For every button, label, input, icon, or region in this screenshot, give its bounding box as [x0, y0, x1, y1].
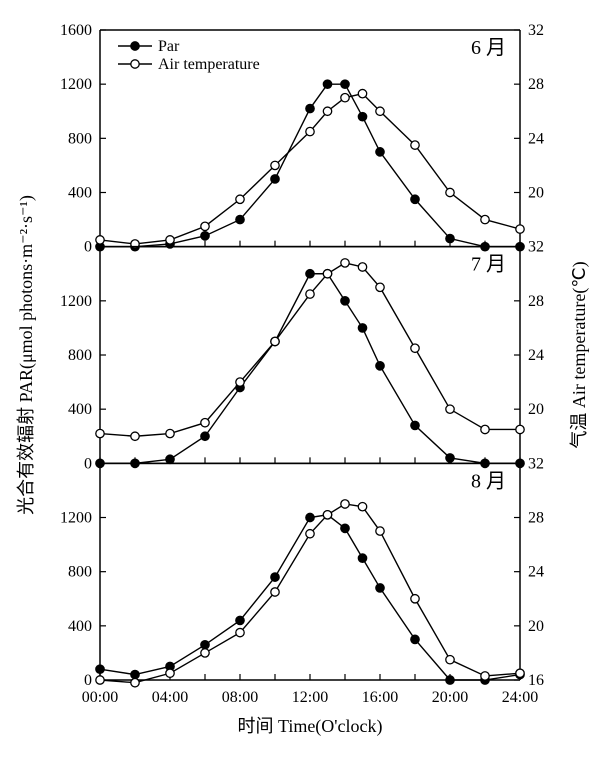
svg-text:Air temperature: Air temperature	[158, 56, 260, 73]
svg-text:400: 400	[68, 401, 92, 418]
svg-text:7 月: 7 月	[471, 254, 506, 276]
svg-text:32: 32	[528, 22, 544, 39]
svg-text:20:00: 20:00	[432, 689, 468, 706]
svg-text:16: 16	[528, 672, 544, 689]
svg-text:32: 32	[528, 239, 544, 256]
svg-text:24: 24	[528, 130, 544, 147]
svg-text:1200: 1200	[60, 510, 92, 527]
svg-text:32: 32	[528, 455, 544, 472]
svg-text:时间 Time(O'clock): 时间 Time(O'clock)	[237, 716, 382, 737]
svg-text:1200: 1200	[60, 293, 92, 310]
svg-text:04:00: 04:00	[152, 689, 188, 706]
svg-text:24: 24	[528, 564, 544, 581]
svg-text:16:00: 16:00	[362, 689, 398, 706]
svg-text:00:00: 00:00	[82, 689, 118, 706]
svg-text:1600: 1600	[60, 22, 92, 39]
chart-svg: 0 400 800 1200 1600 20 24 28 32 6 月 0 400 800 1200 20 2…	[0, 0, 607, 778]
svg-text:08:00: 08:00	[222, 689, 258, 706]
svg-text:400: 400	[68, 618, 92, 635]
svg-text:Par: Par	[158, 38, 180, 55]
svg-text:6 月: 6 月	[471, 37, 506, 59]
svg-text:28: 28	[528, 510, 544, 527]
svg-text:0: 0	[84, 455, 92, 472]
svg-text:800: 800	[68, 564, 92, 581]
svg-text:400: 400	[68, 185, 92, 202]
svg-text:24:00: 24:00	[502, 689, 538, 706]
svg-text:8 月: 8 月	[471, 470, 506, 492]
svg-text:24: 24	[528, 347, 544, 364]
svg-text:0: 0	[84, 239, 92, 256]
svg-text:光合有效辐射 PAR(μmol photons·m⁻²·s⁻: 光合有效辐射 PAR(μmol photons·m⁻²·s⁻¹)	[16, 195, 37, 515]
svg-text:20: 20	[528, 185, 544, 202]
svg-text:28: 28	[528, 76, 544, 93]
svg-text:12:00: 12:00	[292, 689, 328, 706]
svg-text:800: 800	[68, 347, 92, 364]
figure: 0 400 800 1200 1600 20 24 28 32 6 月 0 400 800 1200 20 2…	[0, 0, 607, 778]
svg-text:20: 20	[528, 618, 544, 635]
svg-text:0: 0	[84, 672, 92, 689]
svg-text:20: 20	[528, 401, 544, 418]
svg-text:1200: 1200	[60, 76, 92, 93]
svg-text:气温 Air temperature(℃): 气温 Air temperature(℃)	[569, 261, 590, 448]
svg-text:28: 28	[528, 293, 544, 310]
svg-text:800: 800	[68, 130, 92, 147]
